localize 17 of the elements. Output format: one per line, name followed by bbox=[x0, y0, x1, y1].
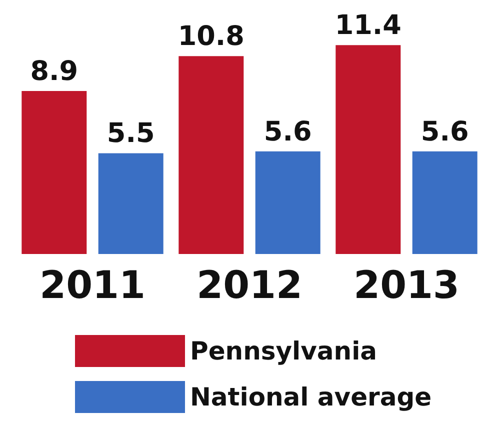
legend-label: Pennsylvania bbox=[190, 336, 378, 366]
bar bbox=[412, 151, 478, 254]
data-label: 5.6 bbox=[264, 116, 312, 148]
data-label: 5.5 bbox=[106, 118, 155, 150]
data-label: 8.9 bbox=[30, 56, 78, 87]
legend-label: National average bbox=[190, 382, 432, 412]
bar bbox=[336, 45, 401, 254]
bar bbox=[255, 151, 320, 254]
bar bbox=[22, 90, 87, 254]
data-label: 10.8 bbox=[178, 21, 244, 52]
bar bbox=[178, 56, 244, 254]
x-tick-label: 2013 bbox=[354, 263, 460, 307]
x-tick-label: 2012 bbox=[196, 263, 302, 307]
bar bbox=[98, 153, 164, 254]
data-label: 5.6 bbox=[420, 116, 469, 148]
x-tick-label: 2011 bbox=[40, 263, 146, 307]
data-label: 11.4 bbox=[334, 10, 402, 42]
